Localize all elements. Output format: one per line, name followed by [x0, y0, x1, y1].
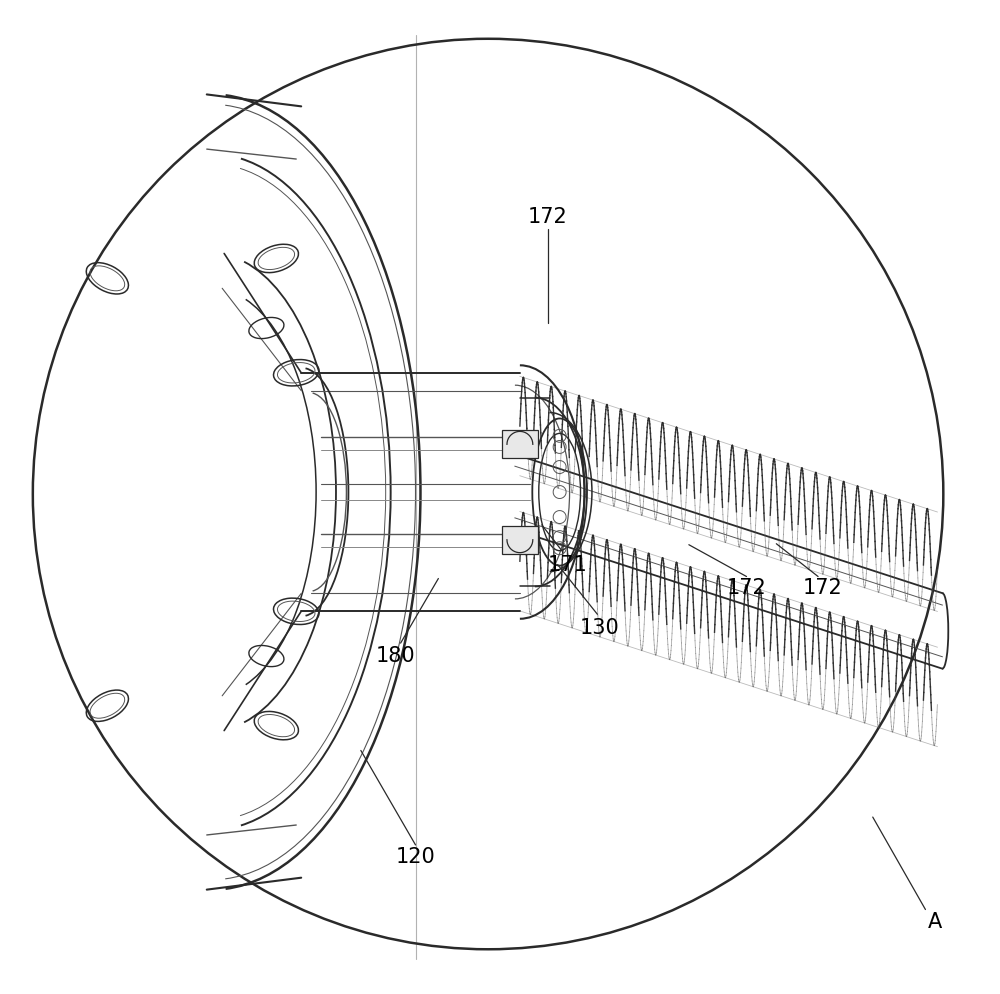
Text: 172: 172 [803, 579, 843, 598]
Bar [502, 430, 538, 458]
Text: A: A [928, 912, 942, 932]
Text: 172: 172 [727, 579, 766, 598]
Bar [502, 526, 538, 554]
Text: 120: 120 [396, 847, 435, 867]
Text: 130: 130 [580, 618, 619, 638]
Text: 172: 172 [528, 207, 568, 227]
Text: 180: 180 [376, 646, 415, 666]
Text: 171: 171 [548, 555, 587, 575]
